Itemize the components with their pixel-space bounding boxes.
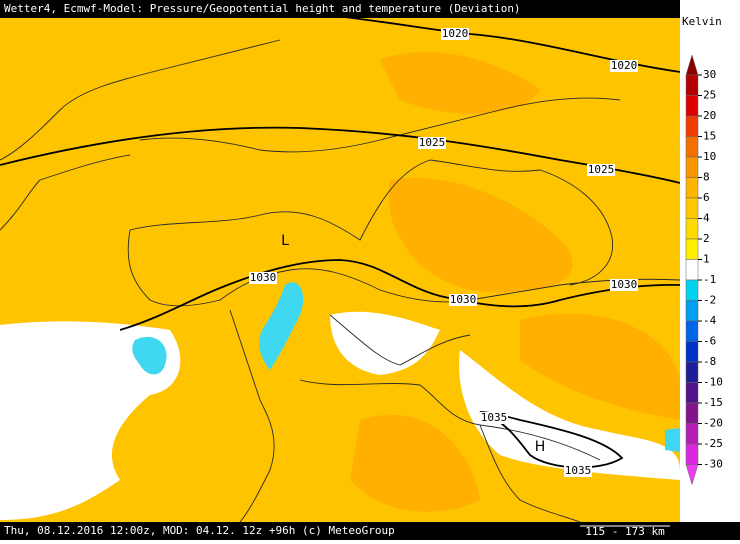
legend-swatch — [685, 218, 699, 240]
label-box — [480, 412, 508, 424]
legend-label: -20 — [703, 417, 723, 430]
label-box — [610, 60, 638, 72]
label-box — [587, 164, 615, 176]
legend-label: -4 — [703, 314, 717, 327]
legend-swatch — [685, 238, 699, 260]
scale-text: 115 - 173 km — [585, 525, 665, 538]
cold-patch — [330, 311, 440, 375]
legend-label: 15 — [703, 130, 716, 143]
legend-label: 30 — [703, 68, 716, 81]
isobar-label: 1030 — [450, 293, 477, 306]
legend-swatch — [685, 382, 699, 404]
isobar-label: 1035 — [565, 464, 592, 477]
legend-label: -8 — [703, 355, 716, 368]
legend: 30 25 20 15 10 8 6 4 2 1 -1 -2 -4 -6 -8 -10 -15 -20 -25 -30 — [685, 54, 723, 486]
cool-patch — [665, 428, 680, 452]
legend-swatch — [685, 74, 699, 96]
isobar-label: 1035 — [481, 411, 508, 424]
border-line — [299, 379, 601, 461]
legend-swatch — [685, 279, 699, 301]
legend-swatch — [685, 95, 699, 117]
legend-arrow — [685, 464, 699, 486]
label-box — [441, 28, 469, 40]
coastline — [0, 39, 281, 161]
legend-label: -30 — [703, 458, 723, 471]
cool-patch — [259, 282, 304, 370]
isobar-label: 1020 — [442, 27, 469, 40]
pressure-center: H — [535, 439, 546, 455]
legend-label: 25 — [703, 89, 716, 102]
legend-label: 2 — [703, 232, 710, 245]
border-line — [479, 424, 581, 523]
isobar — [119, 259, 681, 331]
footer-bar — [0, 522, 740, 540]
legend-swatch — [685, 423, 699, 445]
legend-label: 10 — [703, 150, 716, 163]
title: Wetter4, Ecmwf-Model: Pressure/Geopotent… — [4, 2, 521, 15]
cold-patch — [459, 350, 680, 480]
pressure-center: L — [281, 233, 289, 249]
isobar-label: 1020 — [611, 59, 638, 72]
isobar-label: 1030 — [611, 278, 638, 291]
label-box — [564, 465, 592, 477]
cool-patch — [132, 336, 167, 375]
legend-swatch — [685, 177, 699, 199]
label-box — [249, 272, 277, 284]
legend-swatch — [685, 320, 699, 342]
label-box — [610, 279, 638, 291]
legend-label: -6 — [703, 335, 716, 348]
legend-label: 1 — [703, 253, 710, 266]
isobar-label: 1030 — [250, 271, 277, 284]
legend-label: -25 — [703, 437, 723, 450]
isobar-labels: 1020 1020 1025 1025 1030 1030 1030 1035 1035 L H — [249, 27, 638, 477]
warm-patch — [520, 313, 680, 420]
legend-unit: Kelvin — [682, 15, 722, 28]
legend-label: -15 — [703, 396, 723, 409]
warm-patch — [388, 178, 573, 293]
legend-label: -1 — [703, 273, 716, 286]
legend-swatch — [685, 156, 699, 178]
border-line — [127, 229, 381, 307]
isobar — [479, 411, 624, 469]
label-box — [418, 137, 446, 149]
border-line — [329, 314, 471, 366]
legend-swatch — [685, 361, 699, 383]
isobars — [0, 11, 681, 469]
legend-swatch — [685, 300, 699, 322]
coastline — [139, 97, 621, 153]
warm-patch — [380, 51, 540, 114]
isobar-label: 1025 — [419, 136, 446, 149]
legend-label: 8 — [703, 171, 710, 184]
legend-label: 4 — [703, 212, 710, 225]
legend-swatch — [685, 259, 699, 281]
legend-swatch — [685, 136, 699, 158]
warm-patch — [350, 414, 480, 512]
temperature-field — [0, 51, 680, 520]
legend-swatch — [685, 341, 699, 363]
isobar — [299, 11, 681, 73]
legend-label: -10 — [703, 376, 723, 389]
footer-text: Thu, 08.12.2016 12:00z, MOD: 04.12. 12z … — [4, 524, 395, 537]
label-box — [449, 294, 477, 306]
border-line — [129, 159, 614, 286]
legend-swatch — [685, 197, 699, 219]
isobar-label: 1025 — [588, 163, 615, 176]
legend-swatch — [685, 402, 699, 424]
legend-swatch — [685, 115, 699, 137]
borders — [0, 39, 681, 523]
coastline — [0, 154, 131, 231]
cold-patch — [0, 321, 181, 520]
legend-label: 6 — [703, 191, 710, 204]
legend-swatch — [685, 443, 699, 465]
title-bar — [0, 0, 680, 18]
isobar — [0, 126, 681, 184]
legend-label: 20 — [703, 109, 716, 122]
border-line — [229, 309, 275, 523]
legend-label: -2 — [703, 294, 716, 307]
